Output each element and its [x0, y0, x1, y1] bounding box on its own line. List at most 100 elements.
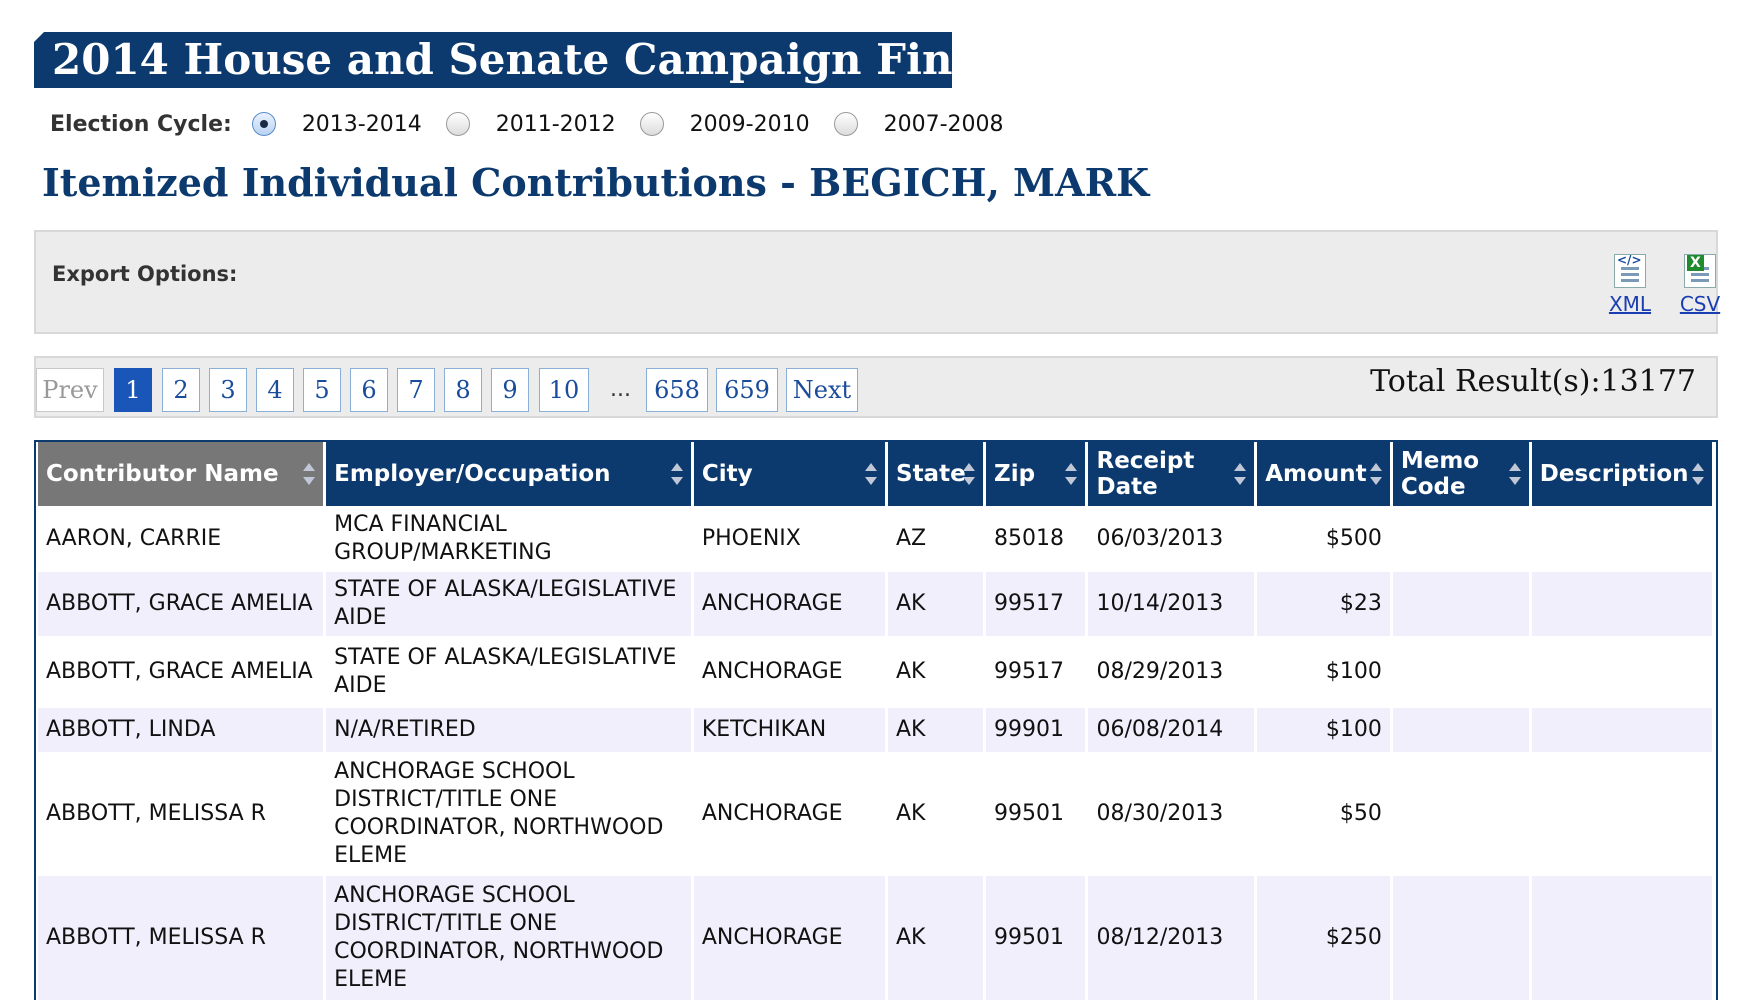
- cell-employer-occupation: MCA FINANCIAL GROUP/MARKETING: [326, 506, 691, 572]
- prev-page-button[interactable]: Prev: [36, 368, 104, 412]
- page-5-button[interactable]: 5: [303, 368, 341, 412]
- cell-city: ANCHORAGE: [693, 876, 885, 1000]
- radio-icon[interactable]: [639, 112, 664, 136]
- export-xml-label[interactable]: XML: [1608, 292, 1652, 316]
- cell-contributor-name: ABBOTT, GRACE AMELIA: [38, 572, 324, 636]
- table-header-row: Contributor Name Employer/Occupation Cit…: [38, 442, 1712, 506]
- table-row: ABBOTT, GRACE AMELIA STATE OF ALASKA/LEG…: [38, 636, 1712, 708]
- col-header-state[interactable]: State: [888, 442, 984, 506]
- cell-description: [1531, 876, 1712, 1000]
- cell-zip: 99517: [986, 572, 1086, 636]
- table-row: ABBOTT, MELISSA R ANCHORAGE SCHOOL DISTR…: [38, 876, 1712, 1000]
- cycle-option-label: 2009-2010: [689, 111, 810, 137]
- sort-icon[interactable]: [1234, 463, 1247, 485]
- cycle-option-2013-2014[interactable]: 2013-2014: [251, 112, 422, 137]
- excel-csv-icon[interactable]: [1684, 254, 1716, 288]
- col-header-contributor-name[interactable]: Contributor Name: [38, 442, 324, 506]
- page-1-button[interactable]: 1: [114, 368, 152, 412]
- page-10-button[interactable]: 10: [539, 368, 589, 412]
- page-8-button[interactable]: 8: [444, 368, 482, 412]
- cell-description: [1531, 572, 1712, 636]
- contributions-table-container: Contributor Name Employer/Occupation Cit…: [34, 440, 1718, 1000]
- cell-amount: $100: [1257, 708, 1390, 752]
- page-9-button[interactable]: 9: [491, 368, 529, 412]
- cell-amount: $50: [1257, 752, 1390, 876]
- col-header-employer-occupation[interactable]: Employer/Occupation: [326, 442, 691, 506]
- page-659-button[interactable]: 659: [716, 368, 778, 412]
- radio-icon[interactable]: [833, 112, 858, 136]
- export-xml-link[interactable]: XML: [1602, 253, 1658, 316]
- table-row: AARON, CARRIE MCA FINANCIAL GROUP/MARKET…: [38, 506, 1712, 572]
- election-cycle-selector: Election Cycle: 2013-2014 2011-2012 2009…: [50, 106, 1028, 142]
- cell-state: AK: [888, 876, 984, 1000]
- cell-amount: $100: [1257, 636, 1390, 708]
- cell-employer-occupation: ANCHORAGE SCHOOL DISTRICT/TITLE ONE COOR…: [326, 876, 691, 1000]
- cell-receipt-date: 08/12/2013: [1088, 876, 1255, 1000]
- cell-zip: 99901: [986, 708, 1086, 752]
- radio-selected-icon[interactable]: [251, 112, 276, 136]
- cell-state: AK: [888, 752, 984, 876]
- cell-zip: 99501: [986, 752, 1086, 876]
- sort-icon[interactable]: [303, 463, 316, 485]
- col-header-label: Amount: [1265, 461, 1367, 487]
- col-header-label: Receipt Date: [1096, 448, 1195, 500]
- col-header-description[interactable]: Description: [1531, 442, 1712, 506]
- cell-memo-code: [1392, 752, 1529, 876]
- cell-city: ANCHORAGE: [693, 752, 885, 876]
- page-2-button[interactable]: 2: [162, 368, 200, 412]
- sort-icon[interactable]: [1369, 463, 1382, 485]
- export-csv-link[interactable]: CSV: [1672, 254, 1728, 316]
- page-4-button[interactable]: 4: [256, 368, 294, 412]
- site-banner: 2014 House and Senate Campaign Finance: [34, 32, 1063, 88]
- cell-state: AZ: [888, 506, 984, 572]
- cycle-option-label: 2011-2012: [495, 111, 616, 137]
- cell-employer-occupation: STATE OF ALASKA/LEGISLATIVE AIDE: [326, 572, 691, 636]
- col-header-label: Employer/Occupation: [334, 461, 611, 487]
- pagination-bar: Prev 1 2 3 4 5 6 7 8 9 10 ... 658 659 Ne…: [34, 356, 1718, 418]
- election-cycle-label: Election Cycle:: [50, 111, 232, 137]
- page-7-button[interactable]: 7: [397, 368, 435, 412]
- col-header-memo-code[interactable]: Memo Code: [1392, 442, 1529, 506]
- cell-memo-code: [1392, 572, 1529, 636]
- cell-receipt-date: 06/03/2013: [1088, 506, 1255, 572]
- col-header-receipt-date[interactable]: Receipt Date: [1088, 442, 1255, 506]
- cell-receipt-date: 06/08/2014: [1088, 708, 1255, 752]
- cell-memo-code: [1392, 876, 1529, 1000]
- page-6-button[interactable]: 6: [350, 368, 388, 412]
- cell-state: AK: [888, 708, 984, 752]
- page-658-button[interactable]: 658: [646, 368, 708, 412]
- cell-state: AK: [888, 636, 984, 708]
- next-page-button[interactable]: Next: [786, 368, 858, 412]
- page-3-button[interactable]: 3: [209, 368, 247, 412]
- cell-state: AK: [888, 572, 984, 636]
- cycle-option-2009-2010[interactable]: 2009-2010: [639, 111, 810, 137]
- col-header-city[interactable]: City: [693, 442, 885, 506]
- cell-city: ANCHORAGE: [693, 636, 885, 708]
- cell-city: KETCHIKAN: [693, 708, 885, 752]
- table-row: ABBOTT, GRACE AMELIA STATE OF ALASKA/LEG…: [38, 572, 1712, 636]
- cycle-option-2011-2012[interactable]: 2011-2012: [445, 111, 616, 137]
- sort-icon[interactable]: [670, 463, 683, 485]
- cycle-option-2007-2008[interactable]: 2007-2008: [833, 112, 1004, 137]
- cell-receipt-date: 08/30/2013: [1088, 752, 1255, 876]
- sort-icon[interactable]: [963, 463, 976, 485]
- radio-icon[interactable]: [445, 112, 470, 136]
- col-header-amount[interactable]: Amount: [1257, 442, 1390, 506]
- sort-icon[interactable]: [1508, 463, 1521, 485]
- export-options-label: Export Options:: [52, 262, 238, 286]
- cell-zip: 99517: [986, 636, 1086, 708]
- page-title: Itemized Individual Contributions - BEGI…: [42, 160, 1150, 205]
- xml-file-icon[interactable]: [1614, 253, 1646, 288]
- sort-icon[interactable]: [1692, 463, 1704, 485]
- cell-city: PHOENIX: [693, 506, 885, 572]
- cell-description: [1531, 636, 1712, 708]
- col-header-zip[interactable]: Zip: [986, 442, 1086, 506]
- export-csv-label[interactable]: CSV: [1679, 292, 1721, 316]
- cell-amount: $23: [1257, 572, 1390, 636]
- table-row: ABBOTT, LINDA N/A/RETIRED KETCHIKAN AK 9…: [38, 708, 1712, 752]
- col-header-label: Description: [1539, 461, 1689, 487]
- sort-icon[interactable]: [1065, 463, 1078, 485]
- sort-icon[interactable]: [865, 463, 877, 485]
- cell-receipt-date: 08/29/2013: [1088, 636, 1255, 708]
- cell-employer-occupation: STATE OF ALASKA/LEGISLATIVE AIDE: [326, 636, 691, 708]
